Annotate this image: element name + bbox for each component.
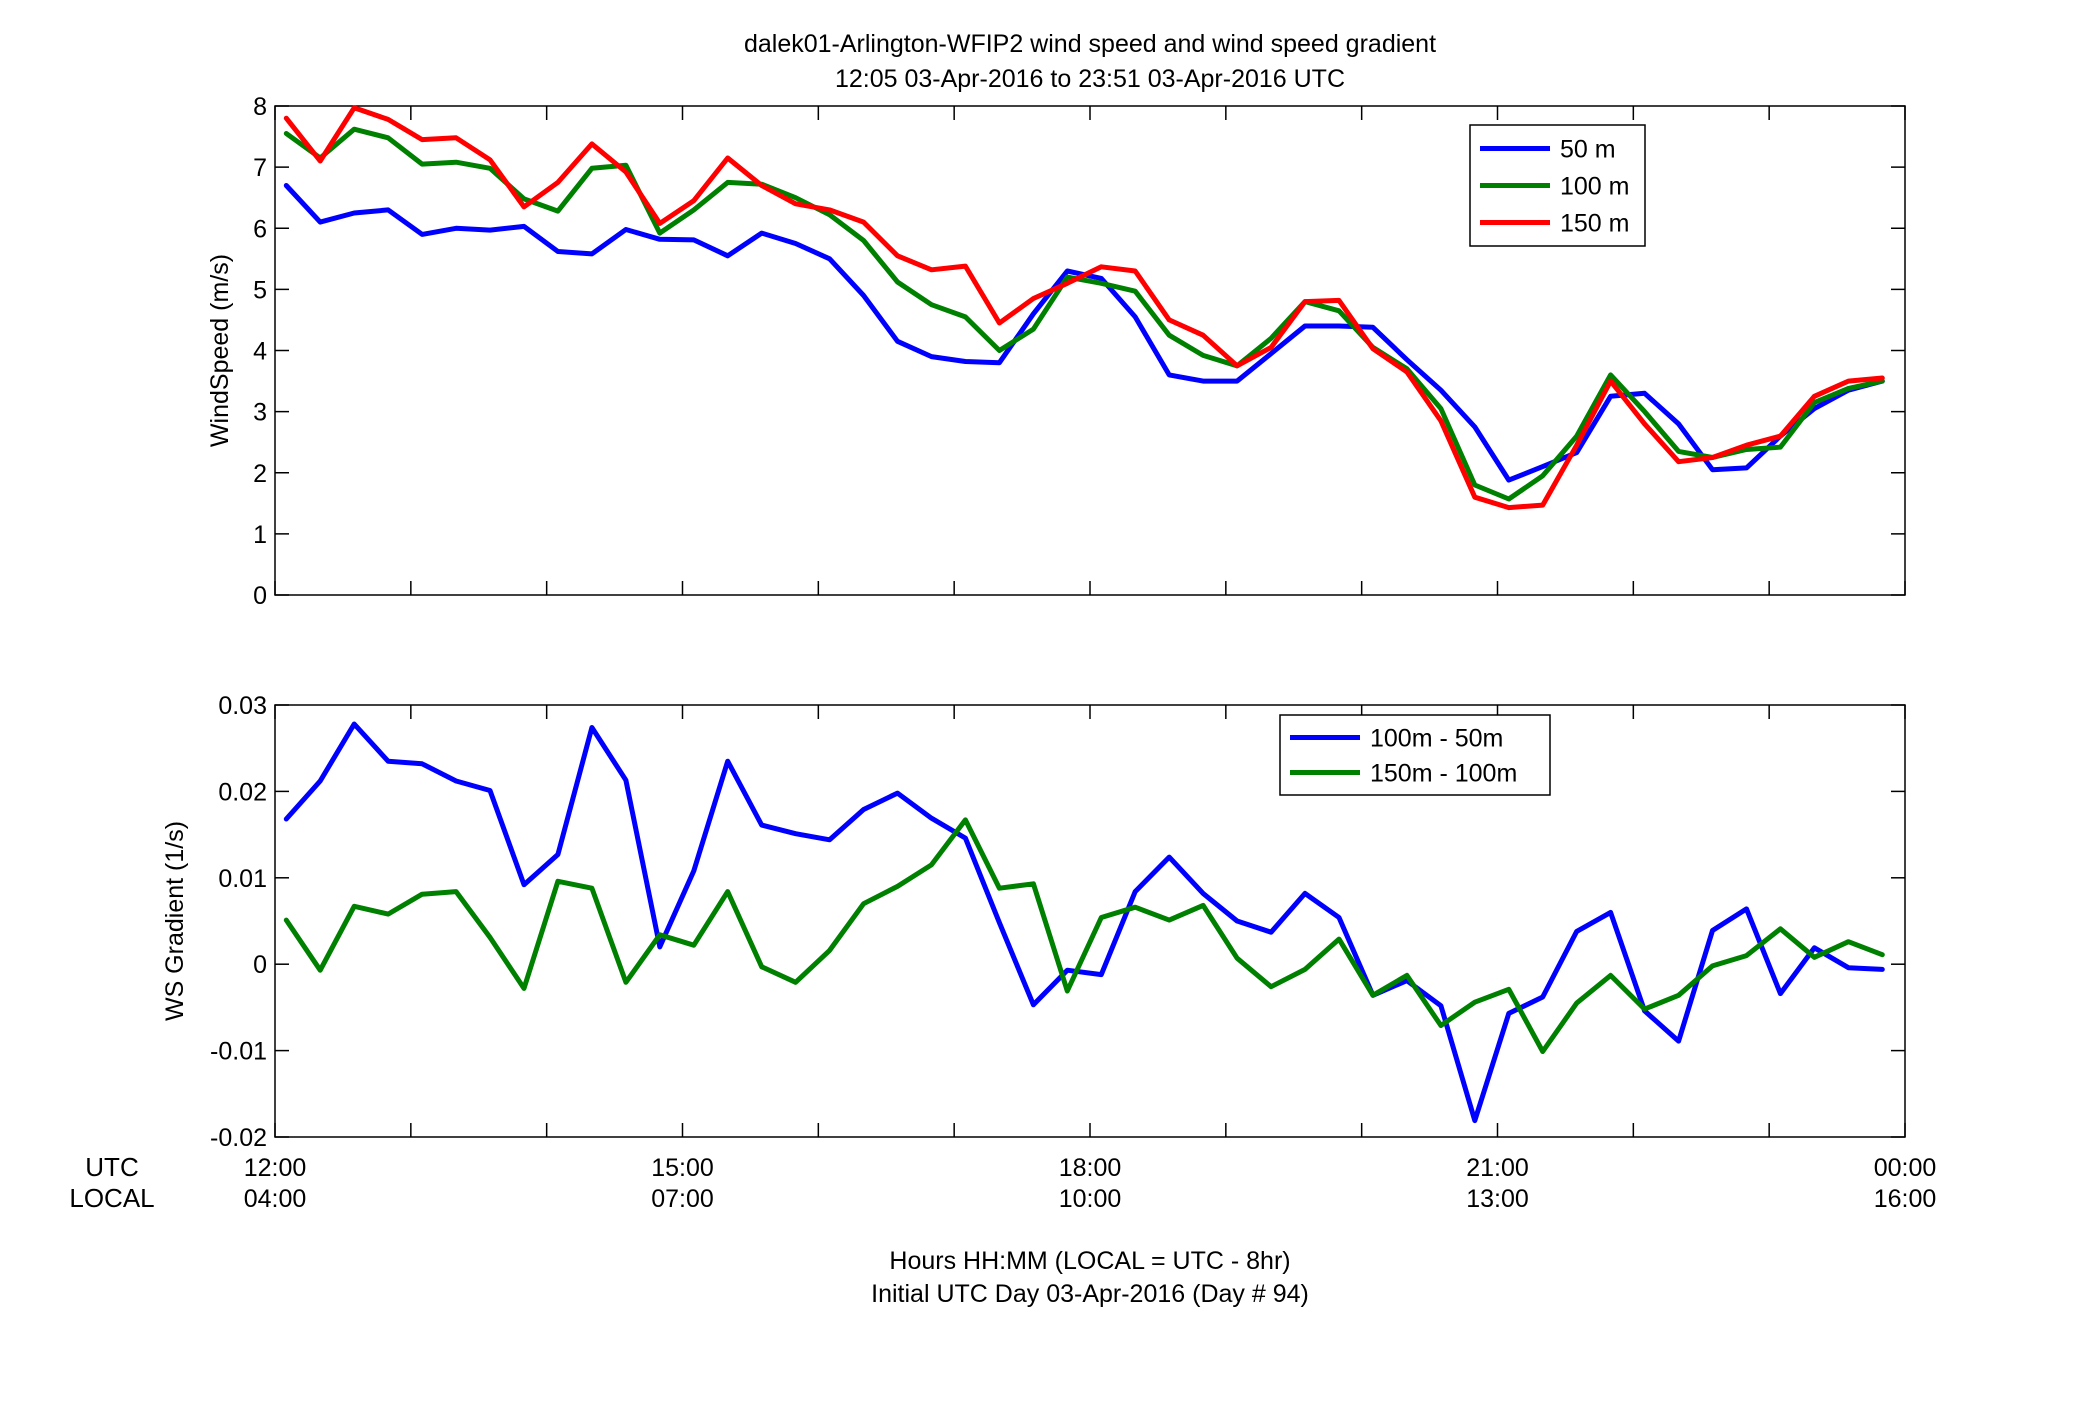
initial-day-caption: Initial UTC Day 03-Apr-2016 (Day # 94) (871, 1280, 1309, 1308)
y-axis-label: WindSpeed (m/s) (206, 254, 234, 447)
x-tick-label-utc: 15:00 (651, 1154, 714, 1182)
windspeed-panel: 0 1 2 3 4 5 6 7 8 WindSpeed (m/s) 50 m 100 m 150 m (206, 93, 1906, 610)
legend-label: 100 m (1560, 173, 1629, 201)
x-tick-label-local: 04:00 (244, 1185, 307, 1213)
y-tick-label: -0.01 (210, 1038, 267, 1066)
y-tick-label: 0 (253, 582, 267, 610)
legend: 50 m 100 m 150 m (1469, 124, 1646, 247)
gradient-panel: -0.02 -0.01 0 0.01 0.02 0.03 WS Gradient (1/s)… (161, 692, 1906, 1152)
y-tick-label: 3 (253, 399, 267, 427)
y-tick-label: 1 (253, 521, 267, 549)
legend-box (1279, 714, 1551, 796)
y-tick-label: 0.01 (218, 865, 267, 893)
plot-frame (274, 105, 1906, 596)
y-tick-label: 0.02 (218, 778, 267, 806)
y-tick-label: 7 (253, 154, 267, 182)
chart-title-line2: 12:05 03-Apr-2016 to 23:51 03-Apr-2016 U… (835, 65, 1345, 93)
local-row-label: LOCAL (69, 1183, 154, 1213)
chart-title-line1: dalek01-Arlington-WFIP2 wind speed and w… (744, 30, 1436, 58)
y-tick-label: 0.03 (218, 692, 267, 720)
legend-label: 100m - 50m (1370, 725, 1503, 753)
plot-frame (274, 704, 1906, 1138)
series-line-150-m (283, 105, 1885, 511)
x-tick-labels: 12:00 04:00 15:00 07:00 18:00 10:00 21:00 13:00… (244, 1154, 1937, 1213)
legend: 100m - 50m 150m - 100m (1279, 714, 1551, 796)
y-tick-label: 0 (253, 951, 267, 979)
y-axis-label: WS Gradient (1/s) (161, 821, 189, 1021)
y-tick-label: 6 (253, 215, 267, 243)
x-tick-label-local: 07:00 (651, 1185, 714, 1213)
x-tick-label-local: 10:00 (1059, 1185, 1122, 1213)
x-tick-label-utc: 00:00 (1874, 1154, 1937, 1182)
x-tick-label-utc: 12:00 (244, 1154, 307, 1182)
series-line-100m-50m (283, 721, 1885, 1124)
x-tick-label-local: 16:00 (1874, 1185, 1937, 1213)
legend-label: 150 m (1560, 210, 1629, 238)
legend-label: 150m - 100m (1370, 760, 1517, 788)
x-tick-label-local: 13:00 (1466, 1185, 1529, 1213)
y-tick-label: -0.02 (210, 1124, 267, 1152)
utc-row-label: UTC (85, 1152, 138, 1182)
y-tick-label: 4 (253, 338, 267, 366)
y-tick-label: 2 (253, 460, 267, 488)
x-axis-caption: Hours HH:MM (LOCAL = UTC - 8hr) (889, 1247, 1290, 1275)
x-tick-label-utc: 21:00 (1466, 1154, 1529, 1182)
y-tick-label: 5 (253, 276, 267, 304)
series-line-100-m (283, 126, 1885, 502)
y-tick-label: 8 (253, 93, 267, 121)
x-tick-label-utc: 18:00 (1059, 1154, 1122, 1182)
series-line-150m-100m (283, 817, 1885, 1054)
legend-label: 50 m (1560, 136, 1616, 164)
